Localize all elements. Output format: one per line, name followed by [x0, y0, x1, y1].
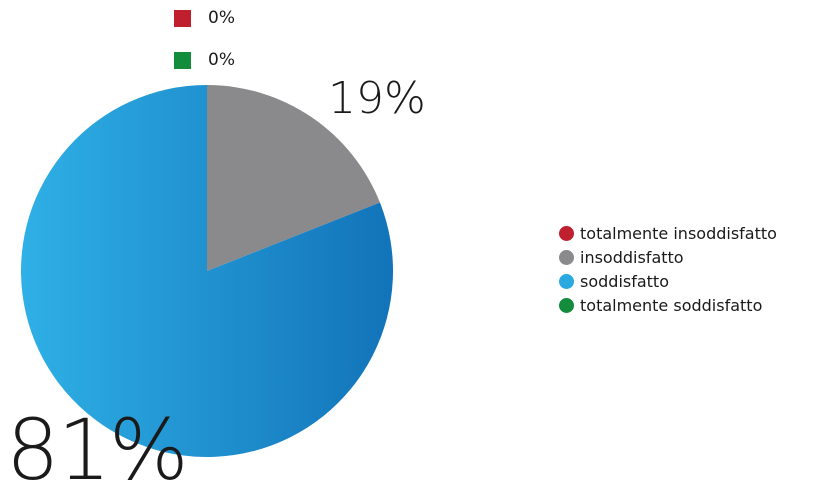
red-dot-icon [559, 225, 574, 241]
legend-item-insoddisfatto[interactable]: insoddisfatto [559, 246, 777, 268]
legend-item-totalmente-insoddisfatto[interactable]: totalmente insoddisfatto [559, 222, 777, 244]
slice-label-insoddisfatto: 19% [328, 73, 426, 124]
zero-value-labels: 0% 0% [174, 8, 235, 92]
legend: totalmente insoddisfatto insoddisfatto s… [559, 222, 777, 318]
legend-label: soddisfatto [580, 271, 669, 291]
zero-label-text: 0% [208, 8, 235, 28]
pie-slice-soddisfatto[interactable] [20, 85, 394, 457]
legend-label: totalmente soddisfatto [580, 295, 763, 315]
zero-label-totalmente-insoddisfatto: 0% [174, 8, 235, 28]
green-dot-icon [559, 297, 574, 313]
zero-label-totalmente-soddisfatto: 0% [174, 50, 235, 70]
gray-dot-icon [559, 249, 574, 265]
green-square-swatch [174, 51, 191, 69]
pie-slice-insoddisfatto[interactable] [207, 85, 380, 271]
legend-item-soddisfatto[interactable]: soddisfatto [559, 270, 777, 292]
zero-label-text: 0% [208, 50, 235, 70]
red-square-swatch [174, 9, 191, 27]
pie-slices [20, 85, 394, 457]
slice-label-soddisfatto: 81% [6, 401, 189, 499]
legend-item-totalmente-soddisfatto[interactable]: totalmente soddisfatto [559, 294, 777, 316]
legend-label: totalmente insoddisfatto [580, 223, 777, 243]
legend-label: insoddisfatto [580, 247, 684, 267]
blue-dot-icon [559, 273, 574, 289]
